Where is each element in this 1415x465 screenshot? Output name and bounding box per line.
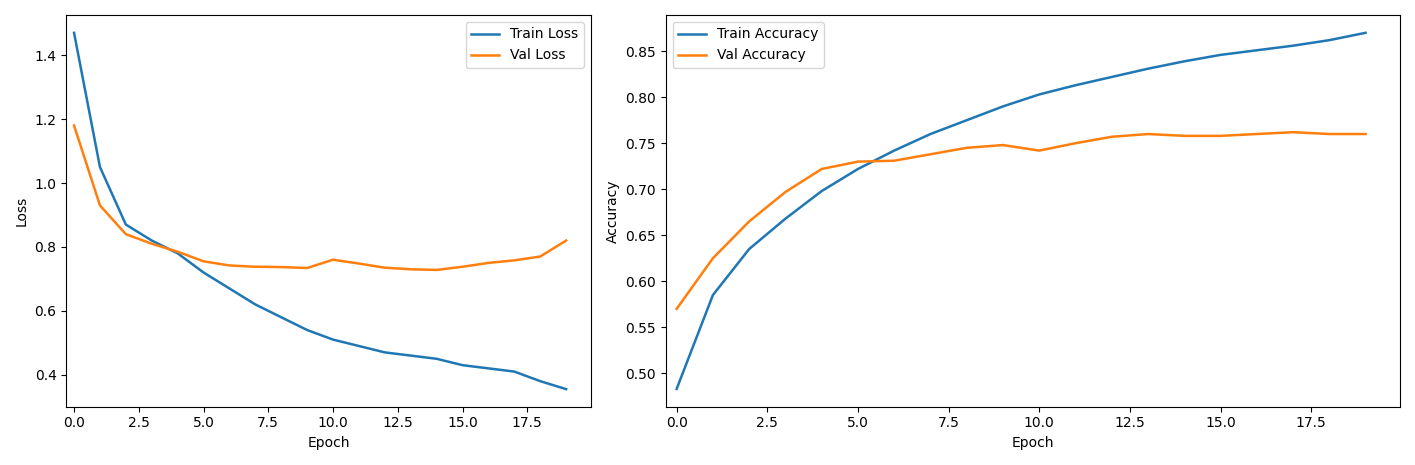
Val Accuracy	[705, 255, 722, 261]
Val Accuracy	[1357, 131, 1374, 137]
Val Accuracy	[1104, 134, 1121, 140]
Val Loss	[532, 254, 549, 259]
Val Accuracy	[668, 306, 685, 312]
Line: Val Accuracy: Val Accuracy	[676, 132, 1365, 309]
Train Accuracy	[1139, 66, 1156, 72]
Val Loss	[221, 263, 238, 268]
Train Accuracy	[849, 166, 866, 172]
Val Loss	[143, 241, 160, 246]
Val Accuracy	[849, 159, 866, 165]
Train Accuracy	[958, 118, 975, 123]
Train Accuracy	[668, 386, 685, 392]
Val Loss	[480, 260, 497, 266]
Train Accuracy	[705, 292, 722, 298]
Val Loss	[246, 264, 263, 270]
Val Accuracy	[958, 145, 975, 151]
Line: Val Loss: Val Loss	[74, 126, 566, 270]
Legend: Train Accuracy, Val Accuracy: Train Accuracy, Val Accuracy	[672, 22, 824, 68]
Val Loss	[170, 249, 187, 254]
Val Loss	[299, 265, 316, 271]
Val Accuracy	[1320, 131, 1337, 137]
X-axis label: Epoch: Epoch	[307, 436, 350, 450]
Val Accuracy	[1176, 133, 1193, 139]
Train Accuracy	[1176, 59, 1193, 64]
Train Accuracy	[1067, 82, 1084, 88]
Train Loss	[299, 327, 316, 333]
Val Accuracy	[1285, 129, 1302, 135]
Val Accuracy	[814, 166, 831, 172]
Val Loss	[429, 267, 446, 273]
Train Accuracy	[923, 131, 940, 137]
Train Accuracy	[814, 188, 831, 194]
Train Loss	[505, 369, 522, 374]
Val Accuracy	[740, 219, 757, 224]
Train Accuracy	[1285, 43, 1302, 48]
Train Loss	[170, 251, 187, 256]
Val Accuracy	[923, 152, 940, 157]
Val Loss	[351, 261, 368, 266]
Train Accuracy	[777, 216, 794, 221]
Train Accuracy	[1357, 30, 1374, 36]
Val Loss	[195, 259, 212, 264]
Train Loss	[246, 302, 263, 307]
Train Loss	[480, 365, 497, 371]
Val Loss	[324, 257, 341, 263]
Train Loss	[92, 164, 109, 170]
Train Accuracy	[1248, 47, 1265, 53]
Train Loss	[376, 350, 393, 355]
Train Accuracy	[1030, 92, 1047, 97]
Train Accuracy	[1320, 37, 1337, 43]
Train Accuracy	[740, 246, 757, 252]
Train Accuracy	[995, 104, 1012, 109]
Val Loss	[117, 232, 134, 237]
Train Loss	[558, 386, 574, 392]
Train Loss	[221, 286, 238, 291]
Val Accuracy	[995, 142, 1012, 148]
Legend: Train Loss, Val Loss: Train Loss, Val Loss	[466, 22, 584, 68]
Train Accuracy	[886, 148, 903, 153]
Val Loss	[402, 266, 419, 272]
Val Accuracy	[1248, 131, 1265, 137]
Val Loss	[65, 123, 82, 128]
Train Loss	[351, 343, 368, 349]
Val Accuracy	[777, 189, 794, 195]
Train Accuracy	[1213, 52, 1230, 58]
Train Loss	[273, 314, 290, 320]
Val Loss	[273, 264, 290, 270]
Val Loss	[376, 265, 393, 271]
Train Loss	[117, 222, 134, 227]
Train Loss	[324, 337, 341, 342]
Val Loss	[454, 264, 471, 270]
X-axis label: Epoch: Epoch	[1012, 436, 1054, 450]
Val Accuracy	[1213, 133, 1230, 139]
Y-axis label: Loss: Loss	[16, 196, 28, 226]
Line: Train Loss: Train Loss	[74, 33, 566, 389]
Line: Train Accuracy: Train Accuracy	[676, 33, 1365, 389]
Val Accuracy	[1030, 148, 1047, 153]
Train Accuracy	[1104, 74, 1121, 80]
Train Loss	[195, 270, 212, 275]
Train Loss	[65, 30, 82, 36]
Val Loss	[558, 238, 574, 243]
Train Loss	[402, 353, 419, 359]
Val Accuracy	[886, 158, 903, 164]
Train Loss	[532, 379, 549, 384]
Train Loss	[429, 356, 446, 362]
Train Loss	[454, 362, 471, 368]
Val Loss	[505, 258, 522, 263]
Val Loss	[92, 203, 109, 208]
Y-axis label: Accuracy: Accuracy	[606, 179, 620, 243]
Val Accuracy	[1067, 140, 1084, 146]
Val Accuracy	[1139, 131, 1156, 137]
Train Loss	[143, 238, 160, 243]
